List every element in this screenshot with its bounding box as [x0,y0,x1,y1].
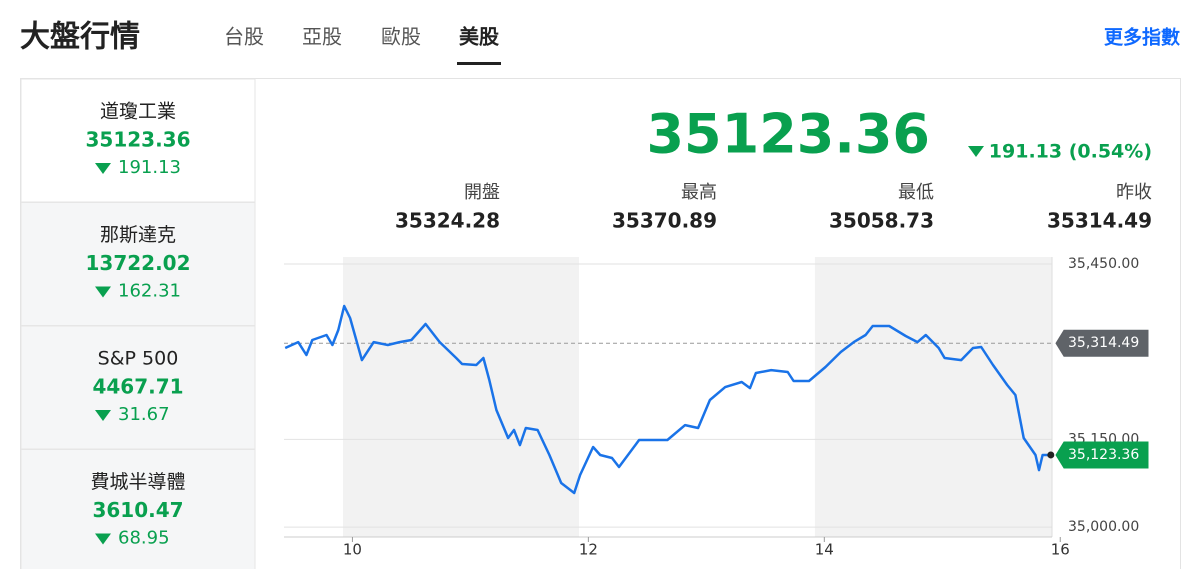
tab[interactable]: 美股 [459,25,499,49]
index-change: 31.67 [118,404,170,425]
index-name: 道瓊工業 [100,101,176,123]
tab-underline [457,62,501,65]
x-tick-label: 14 [815,541,834,559]
more-link[interactable]: 更多指數 [1104,26,1180,49]
stat-value: 35324.28 [395,209,500,233]
quote-change: 191.13 (0.54%) [989,141,1152,163]
stat-value: 35314.49 [1047,209,1152,233]
index-value: 35123.36 [85,128,190,152]
tab[interactable]: 亞股 [302,25,342,49]
index-value: 3610.47 [92,498,183,522]
price-line [284,304,1051,495]
stat-label: 最低 [898,182,934,203]
price-tag-label: 35,314.49 [1068,335,1139,351]
down-arrow [95,533,111,545]
y-tick-label: 35,450.00 [1068,256,1139,272]
down-arrow [968,146,984,157]
index-change: 68.95 [118,528,170,549]
session-band [342,257,579,537]
tab[interactable]: 台股 [224,25,264,49]
stat-value: 35370.89 [612,209,717,233]
tab[interactable]: 歐股 [381,25,421,49]
index-name: 那斯達克 [100,224,176,246]
down-arrow [95,163,111,174]
stat-label: 最高 [681,182,717,203]
index-name: 費城半導體 [90,471,185,493]
index-name: S&P 500 [98,348,179,370]
x-tick-label: 10 [343,541,362,559]
stat-value: 35058.73 [829,209,934,233]
y-tick-label: 35,000.00 [1068,519,1139,535]
index-value: 13722.02 [85,251,190,275]
last-point [1047,451,1055,459]
index-item[interactable] [20,325,256,450]
stat-label: 昨收 [1116,182,1152,203]
index-item[interactable] [20,202,256,326]
x-tick-label: 12 [579,541,598,559]
session-band [814,257,1052,537]
price-tag-label: 35,123.36 [1068,447,1139,463]
index-change: 191.13 [118,157,181,178]
index-item[interactable] [20,78,256,203]
page-title: 大盤行情 [20,20,140,55]
index-change: 162.31 [118,281,181,302]
x-tick-label: 16 [1051,541,1070,559]
down-arrow [95,286,111,298]
price-tag [1055,329,1149,357]
price-tag [1055,441,1149,469]
stat-label: 開盤 [464,182,500,203]
index-value: 4467.71 [92,375,183,399]
index-item[interactable] [20,449,256,569]
quote-value: 35123.36 [646,103,930,166]
down-arrow [95,410,111,421]
